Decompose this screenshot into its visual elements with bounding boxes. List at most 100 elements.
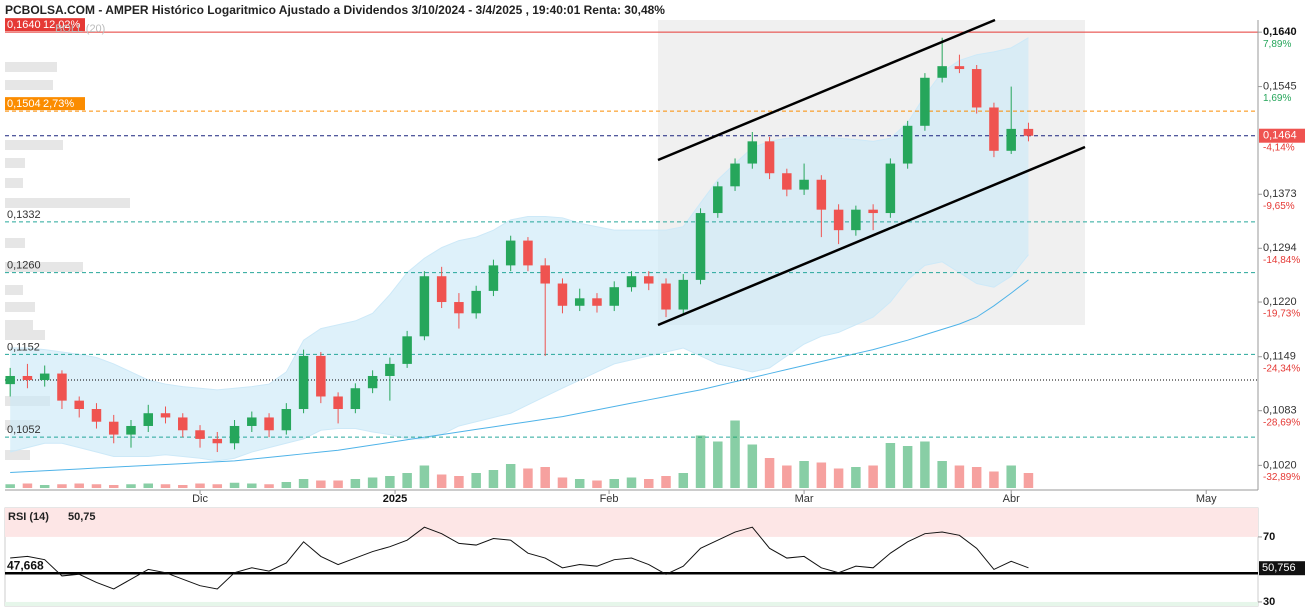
y-tick-label: 0,1373 <box>1263 188 1297 200</box>
candle-body <box>195 430 205 439</box>
volume-bar <box>126 484 136 488</box>
volume-bar <box>1006 465 1016 488</box>
volume-bar <box>954 465 965 488</box>
volume-bar <box>626 477 637 488</box>
bollinger-upper <box>10 37 1029 391</box>
volume-bar <box>316 480 326 488</box>
channel-lower <box>657 145 1086 327</box>
x-tick-label: 2025 <box>383 493 407 505</box>
candle-body <box>695 213 706 280</box>
candle-body <box>799 179 809 190</box>
level-label: 0,1332 <box>7 209 41 221</box>
volume-bar <box>971 467 982 488</box>
candle-body <box>678 279 689 310</box>
channel-upper <box>657 18 996 162</box>
volume-bar <box>574 479 585 488</box>
level-label: 0,1052 <box>7 424 41 436</box>
level-label: 0,1640 <box>7 19 41 31</box>
candle-body <box>298 355 309 410</box>
volume-bar <box>108 485 119 488</box>
volume-bar <box>540 467 550 488</box>
volume-bar <box>592 480 602 488</box>
current-price-pct: -4,14% <box>1263 142 1295 153</box>
candle-body <box>126 425 136 435</box>
candle-body <box>454 302 464 314</box>
candle-body <box>178 417 188 431</box>
volume-bar <box>609 479 619 488</box>
volume-bar <box>488 470 499 488</box>
volume-bar <box>1023 473 1034 488</box>
volume-bar <box>695 435 706 488</box>
candle-body <box>574 298 585 306</box>
candle-body <box>523 240 533 266</box>
candle-body <box>39 373 50 381</box>
y-tick-pct: -32,89% <box>1263 472 1300 483</box>
volume-bar <box>799 461 809 488</box>
overbought-zone <box>5 508 1258 537</box>
candle-body <box>971 69 982 108</box>
volume-bar <box>281 482 292 488</box>
candle-body <box>22 375 33 381</box>
volume-bar <box>5 484 15 488</box>
y-tick-pct: -19,73% <box>1263 309 1300 320</box>
candle-body <box>281 409 292 431</box>
volume-bar <box>833 468 844 488</box>
volume-bar <box>868 465 878 488</box>
x-tick-label: Feb <box>600 493 619 505</box>
volume-bar <box>333 480 343 488</box>
volume-bar <box>195 483 205 488</box>
volume-bar <box>902 446 913 488</box>
candle-body <box>143 413 153 426</box>
volume-bar <box>816 462 827 488</box>
candle-body <box>367 375 378 389</box>
candle-body <box>74 400 84 410</box>
candle-body <box>644 276 654 284</box>
level-label: 0,1152 <box>7 341 40 353</box>
candle-body <box>782 173 792 190</box>
candle-body <box>920 77 930 126</box>
rsi-line <box>10 526 1029 590</box>
candle-body <box>350 388 361 410</box>
volume-bar <box>782 465 792 488</box>
candle-body <box>885 163 896 214</box>
candle-body <box>229 425 240 444</box>
volume-bar <box>730 420 740 488</box>
volume-bar <box>57 484 67 488</box>
level-label: 0,1260 <box>7 260 41 272</box>
volume-bar <box>678 473 689 488</box>
volume-bar <box>39 485 50 488</box>
candle-body <box>764 141 775 174</box>
y-tick-label: 0,1294 <box>1263 242 1297 254</box>
current-price-label: 0,1464 <box>1263 130 1297 142</box>
candle-body <box>436 276 447 303</box>
volume-bar <box>385 476 395 488</box>
volume-bar <box>178 485 188 488</box>
volume-bar <box>350 479 361 488</box>
y-tick-pct: 7,89% <box>1263 39 1291 50</box>
volume-bar <box>229 482 240 488</box>
volume-bar <box>212 484 223 488</box>
level-pct: 2,73% <box>43 98 74 110</box>
volume-bar <box>505 464 516 488</box>
x-tick-label: Mar <box>795 493 814 505</box>
y-tick-pct: -9,65% <box>1263 201 1295 212</box>
rsi-level-label: 47,668 <box>7 558 44 572</box>
candle-body <box>937 66 947 78</box>
volume-bar <box>436 474 447 488</box>
candle-body <box>833 209 844 231</box>
candle-body <box>5 375 15 385</box>
current-price-badge <box>1259 128 1305 143</box>
candle-body <box>212 438 223 444</box>
volume-bar <box>713 441 723 488</box>
candle-body <box>989 107 999 151</box>
volume-bar <box>920 441 930 488</box>
x-tick-label: May <box>1196 493 1217 505</box>
volume-bar <box>367 477 378 488</box>
volume-bar <box>644 479 654 488</box>
y-tick-pct: -28,69% <box>1263 417 1300 428</box>
volume-bar <box>419 465 430 488</box>
volume-bar <box>989 471 999 488</box>
candle-body <box>419 276 430 337</box>
candle-body <box>609 287 619 306</box>
candle-body <box>1006 128 1016 151</box>
